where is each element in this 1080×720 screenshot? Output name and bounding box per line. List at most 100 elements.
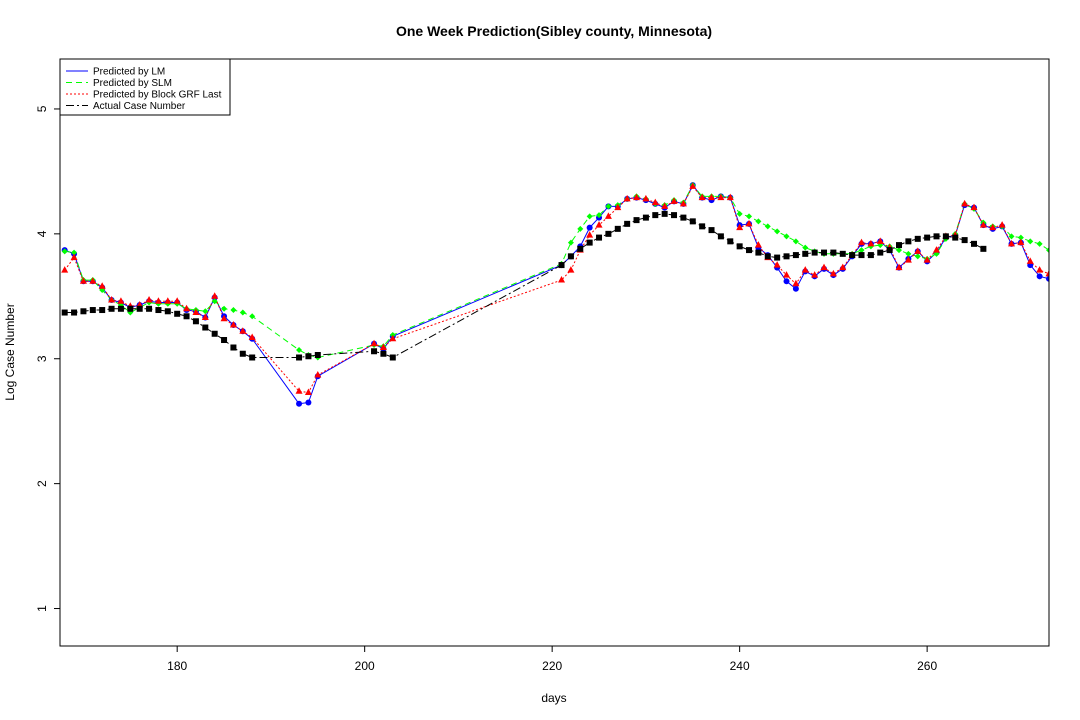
data-point-slm (230, 307, 237, 314)
data-point-actual (830, 249, 837, 256)
data-point-actual (933, 233, 940, 240)
x-tick-label: 220 (542, 659, 562, 673)
data-point-grf (108, 296, 116, 303)
series-actual (64, 213, 984, 359)
data-point-actual (708, 227, 715, 234)
data-point-actual (914, 235, 921, 242)
data-point-actual (296, 354, 303, 361)
data-point-slm (596, 212, 603, 219)
data-point-slm (905, 250, 912, 257)
data-point-actual (849, 252, 856, 259)
data-point-grf (239, 327, 247, 334)
axes: 180 200 220 240 260 1 2 3 4 5 (35, 105, 937, 673)
data-point-grf (173, 297, 181, 304)
data-point-grf (970, 203, 978, 211)
data-point-slm (249, 313, 256, 320)
data-point-actual (671, 212, 678, 219)
x-axis-label: days (541, 691, 566, 705)
data-point-grf (1008, 239, 1016, 247)
data-point-grf (914, 247, 922, 254)
data-point-grf (295, 387, 303, 394)
data-point-actual (811, 249, 818, 256)
data-point-actual (314, 351, 321, 358)
data-point-grf (895, 263, 903, 271)
data-point-grf (801, 266, 809, 273)
data-point-actual (755, 249, 762, 256)
data-point-actual (183, 313, 190, 320)
y-tick-label: 4 (35, 230, 49, 237)
data-point-grf (783, 271, 791, 278)
data-point-grf (642, 194, 650, 202)
data-point-grf (379, 343, 387, 351)
y-axis-label: Log Case Number (3, 303, 17, 400)
data-point-grf (623, 194, 631, 202)
series-line-actual (64, 213, 984, 359)
data-point-grf (754, 241, 762, 248)
data-point-grf (792, 279, 800, 287)
data-point-grf (979, 221, 987, 228)
data-point-slm (1027, 238, 1034, 245)
y-tick-label: 5 (35, 105, 49, 112)
data-point-actual (624, 220, 631, 227)
data-point-slm (586, 213, 593, 220)
data-point-actual (746, 247, 753, 254)
data-point-actual (567, 253, 574, 260)
series-lm (64, 184, 1049, 405)
data-point-lm (296, 400, 303, 407)
data-point-actual (971, 240, 978, 247)
data-point-grf (961, 199, 969, 207)
data-point-grf (154, 297, 162, 304)
data-point-grf (164, 297, 172, 304)
data-point-actual (371, 348, 378, 355)
data-point-slm (61, 248, 68, 255)
data-point-actual (802, 250, 809, 257)
data-point-slm (567, 239, 574, 246)
data-point-grf (745, 219, 753, 227)
data-point-slm (211, 298, 218, 305)
data-point-grf (1036, 266, 1044, 273)
legend-label-slm: Predicted by SLM (93, 78, 172, 89)
data-point-lm (783, 278, 790, 285)
legend-label-actual: Actual Case Number (93, 101, 186, 112)
data-point-actual (942, 233, 949, 240)
data-point-grf (651, 198, 659, 206)
data-point-actual (127, 305, 134, 312)
data-point-actual (99, 307, 106, 314)
data-point-lm (586, 224, 593, 231)
data-point-actual (924, 234, 931, 241)
data-point-actual (239, 350, 246, 357)
data-point-grf (867, 239, 875, 247)
data-point-grf (933, 246, 941, 253)
data-point-grf (989, 223, 997, 231)
data-point-actual (89, 307, 96, 314)
data-point-actual (596, 234, 603, 241)
data-point-grf (89, 277, 97, 284)
data-point-grf (736, 223, 744, 231)
data-point-grf (1026, 257, 1034, 264)
data-point-grf (708, 193, 716, 201)
data-point-actual (614, 225, 621, 232)
data-point-grf (567, 266, 575, 273)
data-point-lm (1036, 273, 1043, 280)
data-point-grf (595, 221, 603, 228)
data-point-actual (230, 344, 237, 351)
data-point-grf (1017, 238, 1025, 246)
data-point-actual (305, 353, 312, 360)
legend-box (59, 58, 231, 116)
data-point-actual (736, 243, 743, 250)
data-point-lm (305, 399, 312, 406)
data-point-actual (164, 308, 171, 315)
data-point-actual (202, 324, 209, 331)
data-point-slm (296, 347, 303, 354)
data-point-slm (914, 253, 921, 260)
data-point-actual (717, 233, 724, 240)
data-point-grf (61, 266, 69, 273)
data-point-actual (980, 245, 987, 252)
data-point-actual (783, 253, 790, 260)
data-point-actual (146, 305, 153, 312)
data-point-slm (221, 305, 228, 312)
data-point-actual (961, 237, 968, 244)
data-point-actual (633, 217, 640, 224)
